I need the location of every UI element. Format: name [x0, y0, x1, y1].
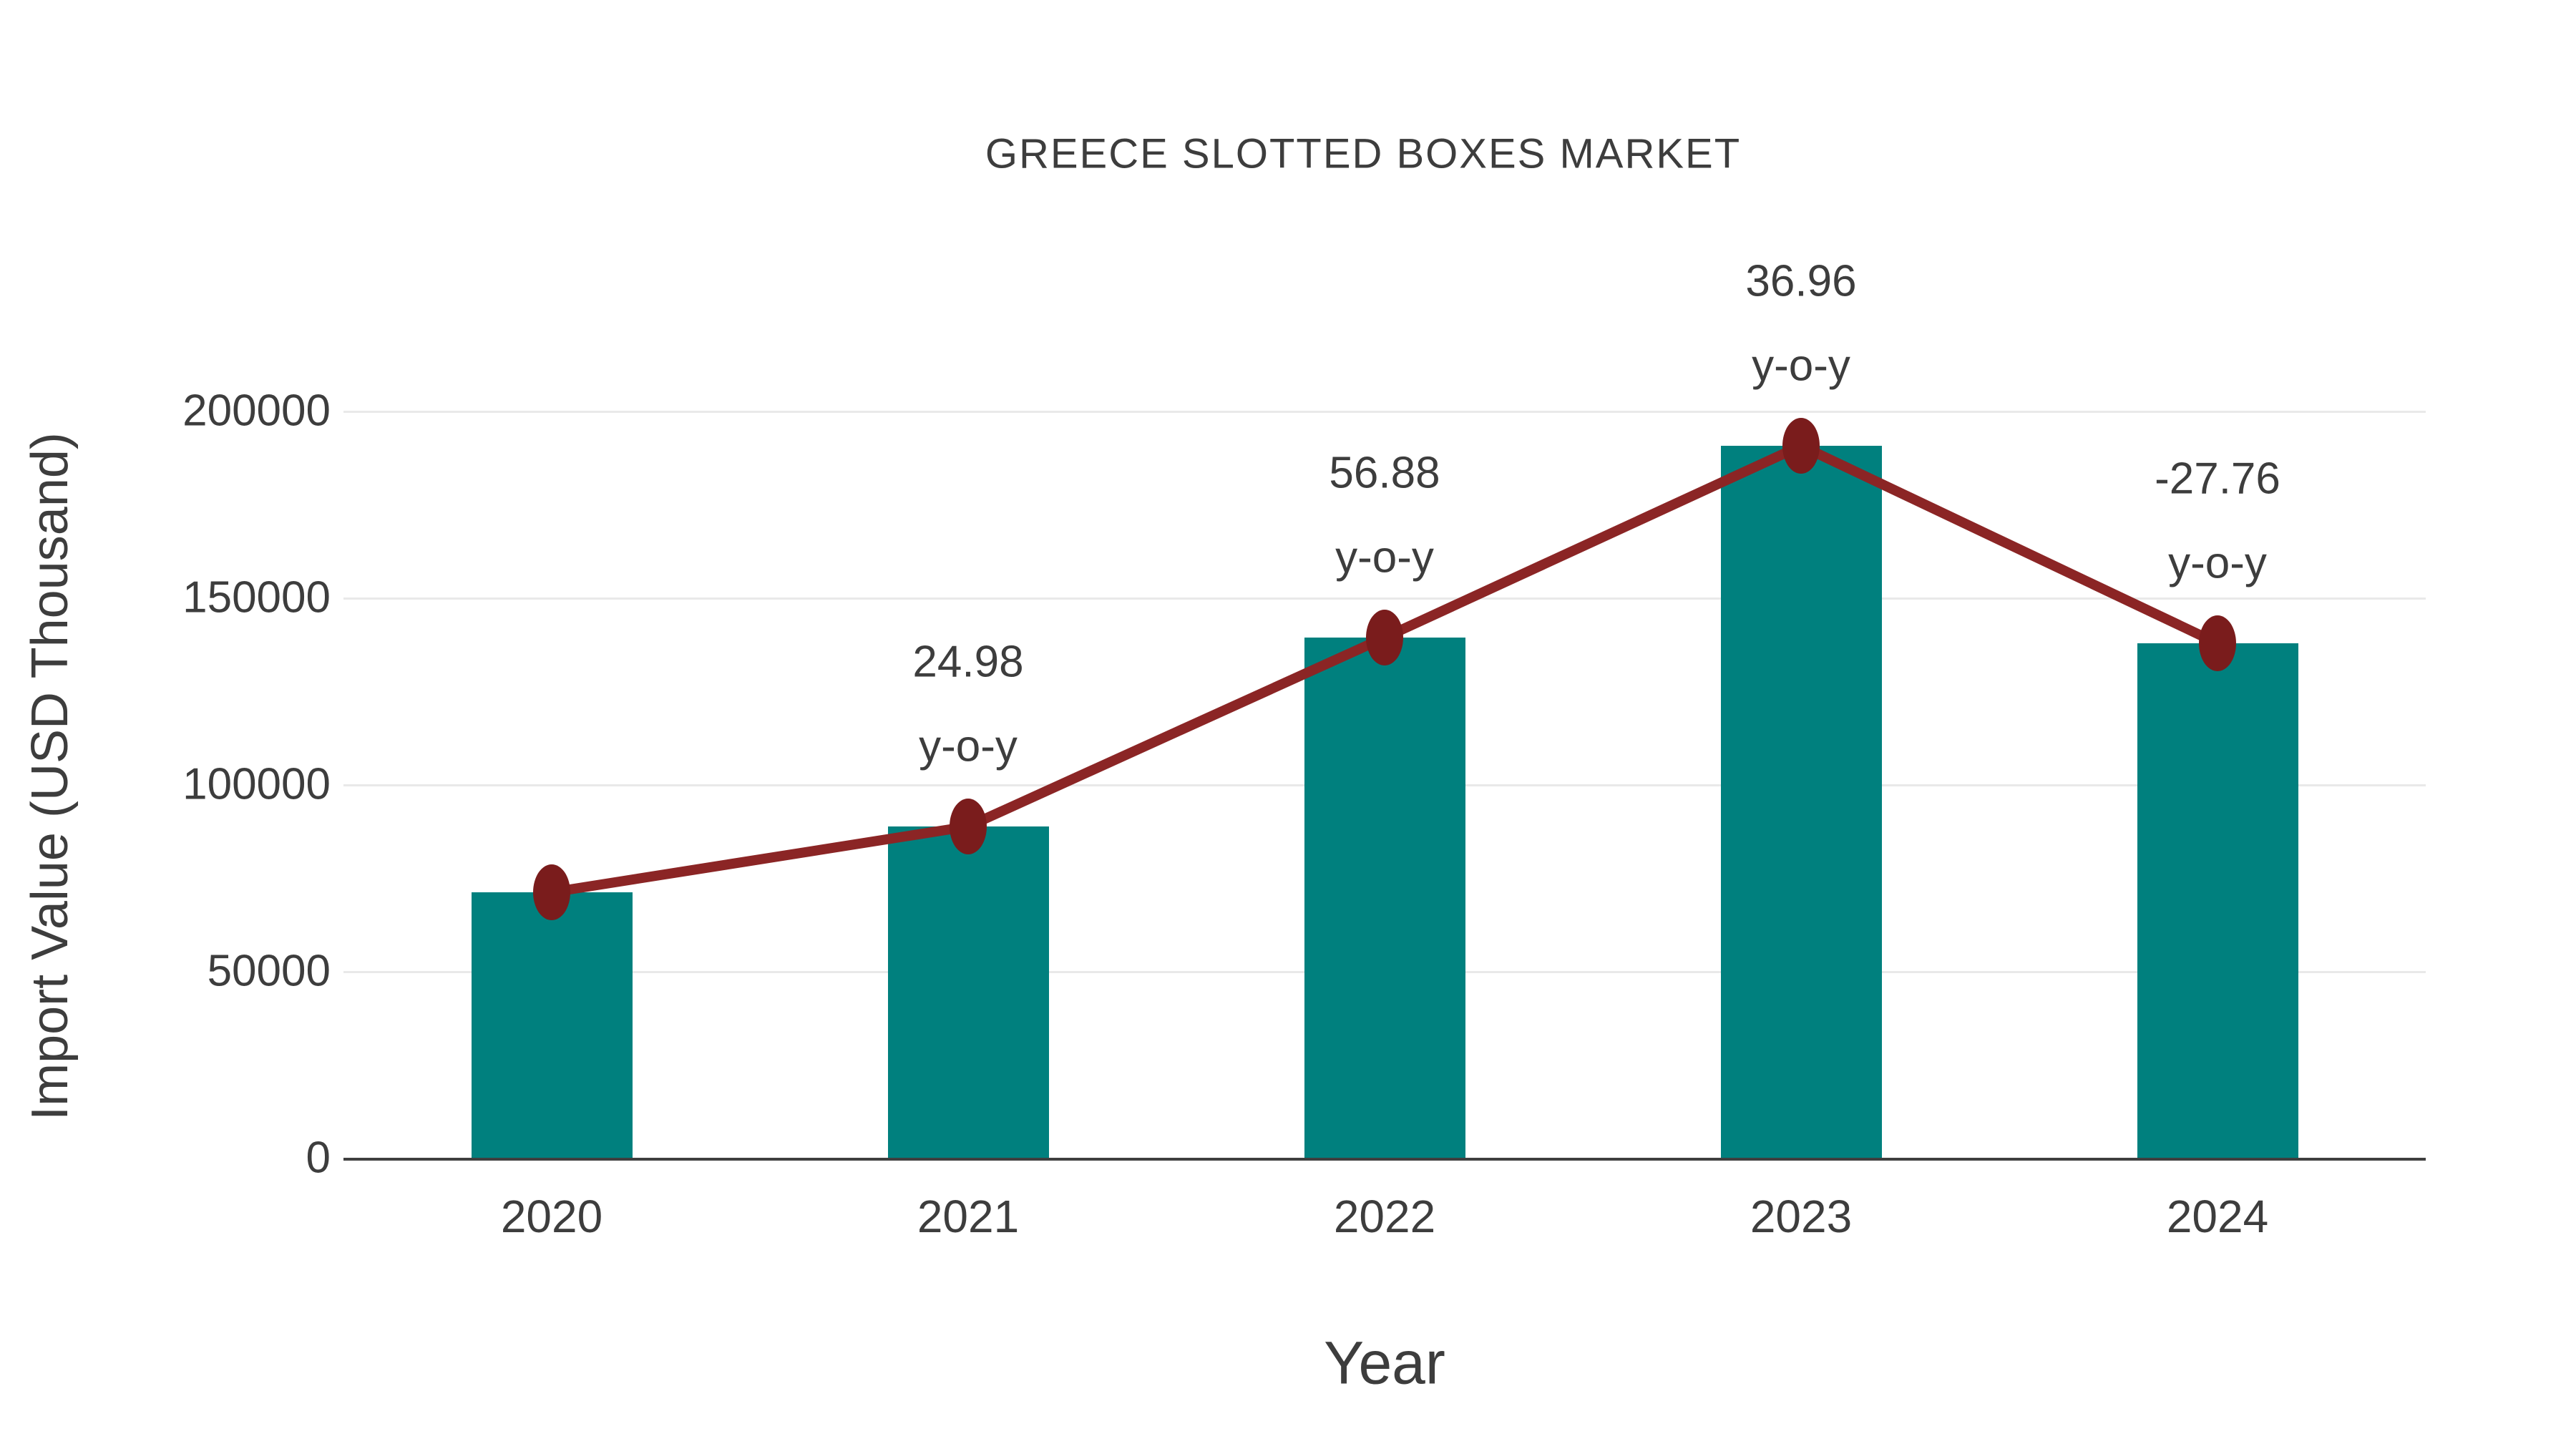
- x-tick-label-2023: 2023: [1750, 1191, 1853, 1242]
- yoy-value-2021: 24.98: [912, 637, 1024, 687]
- x-axis-title: Year: [1324, 1329, 1445, 1397]
- bar-2020: [472, 892, 633, 1158]
- yoy-value-2022: 56.88: [1329, 448, 1440, 498]
- yoy-value-2023: 36.96: [1745, 256, 1857, 306]
- x-axis-line: [343, 1158, 2426, 1161]
- yoy-value-2024: -27.76: [2155, 454, 2280, 504]
- bar-2023: [1721, 446, 1882, 1158]
- y-tick-label: 200000: [182, 386, 331, 436]
- x-tick-label-2020: 2020: [500, 1191, 603, 1242]
- x-tick-label-2024: 2024: [2166, 1191, 2269, 1242]
- y-tick-label: 100000: [182, 759, 331, 809]
- line-marker-2022: [1366, 610, 1403, 665]
- y-tick-label: 0: [306, 1133, 331, 1183]
- y-tick-label: 50000: [207, 946, 331, 996]
- yoy-suffix-2021: y-o-y: [919, 721, 1018, 771]
- bar-2021: [888, 826, 1049, 1158]
- yoy-suffix-2022: y-o-y: [1335, 532, 1434, 582]
- x-tick-label-2021: 2021: [917, 1191, 1020, 1242]
- y-tick-label: 150000: [182, 572, 331, 623]
- line-marker-2020: [533, 864, 570, 920]
- growth-line: [547, 441, 2223, 897]
- line-marker-2024: [2199, 615, 2236, 671]
- bar-2022: [1304, 638, 1465, 1158]
- x-tick-label-2022: 2022: [1333, 1191, 1436, 1242]
- gridline-y-150000: [343, 597, 2426, 600]
- yoy-suffix-2023: y-o-y: [1752, 341, 1850, 391]
- chart-title: GREECE SLOTTED BOXES MARKET: [985, 130, 1742, 177]
- line-marker-2023: [1782, 418, 1820, 474]
- gridline-y-200000: [343, 411, 2426, 413]
- bar-2024: [2137, 643, 2298, 1158]
- yoy-suffix-2024: y-o-y: [2168, 538, 2267, 588]
- line-marker-2021: [950, 799, 987, 854]
